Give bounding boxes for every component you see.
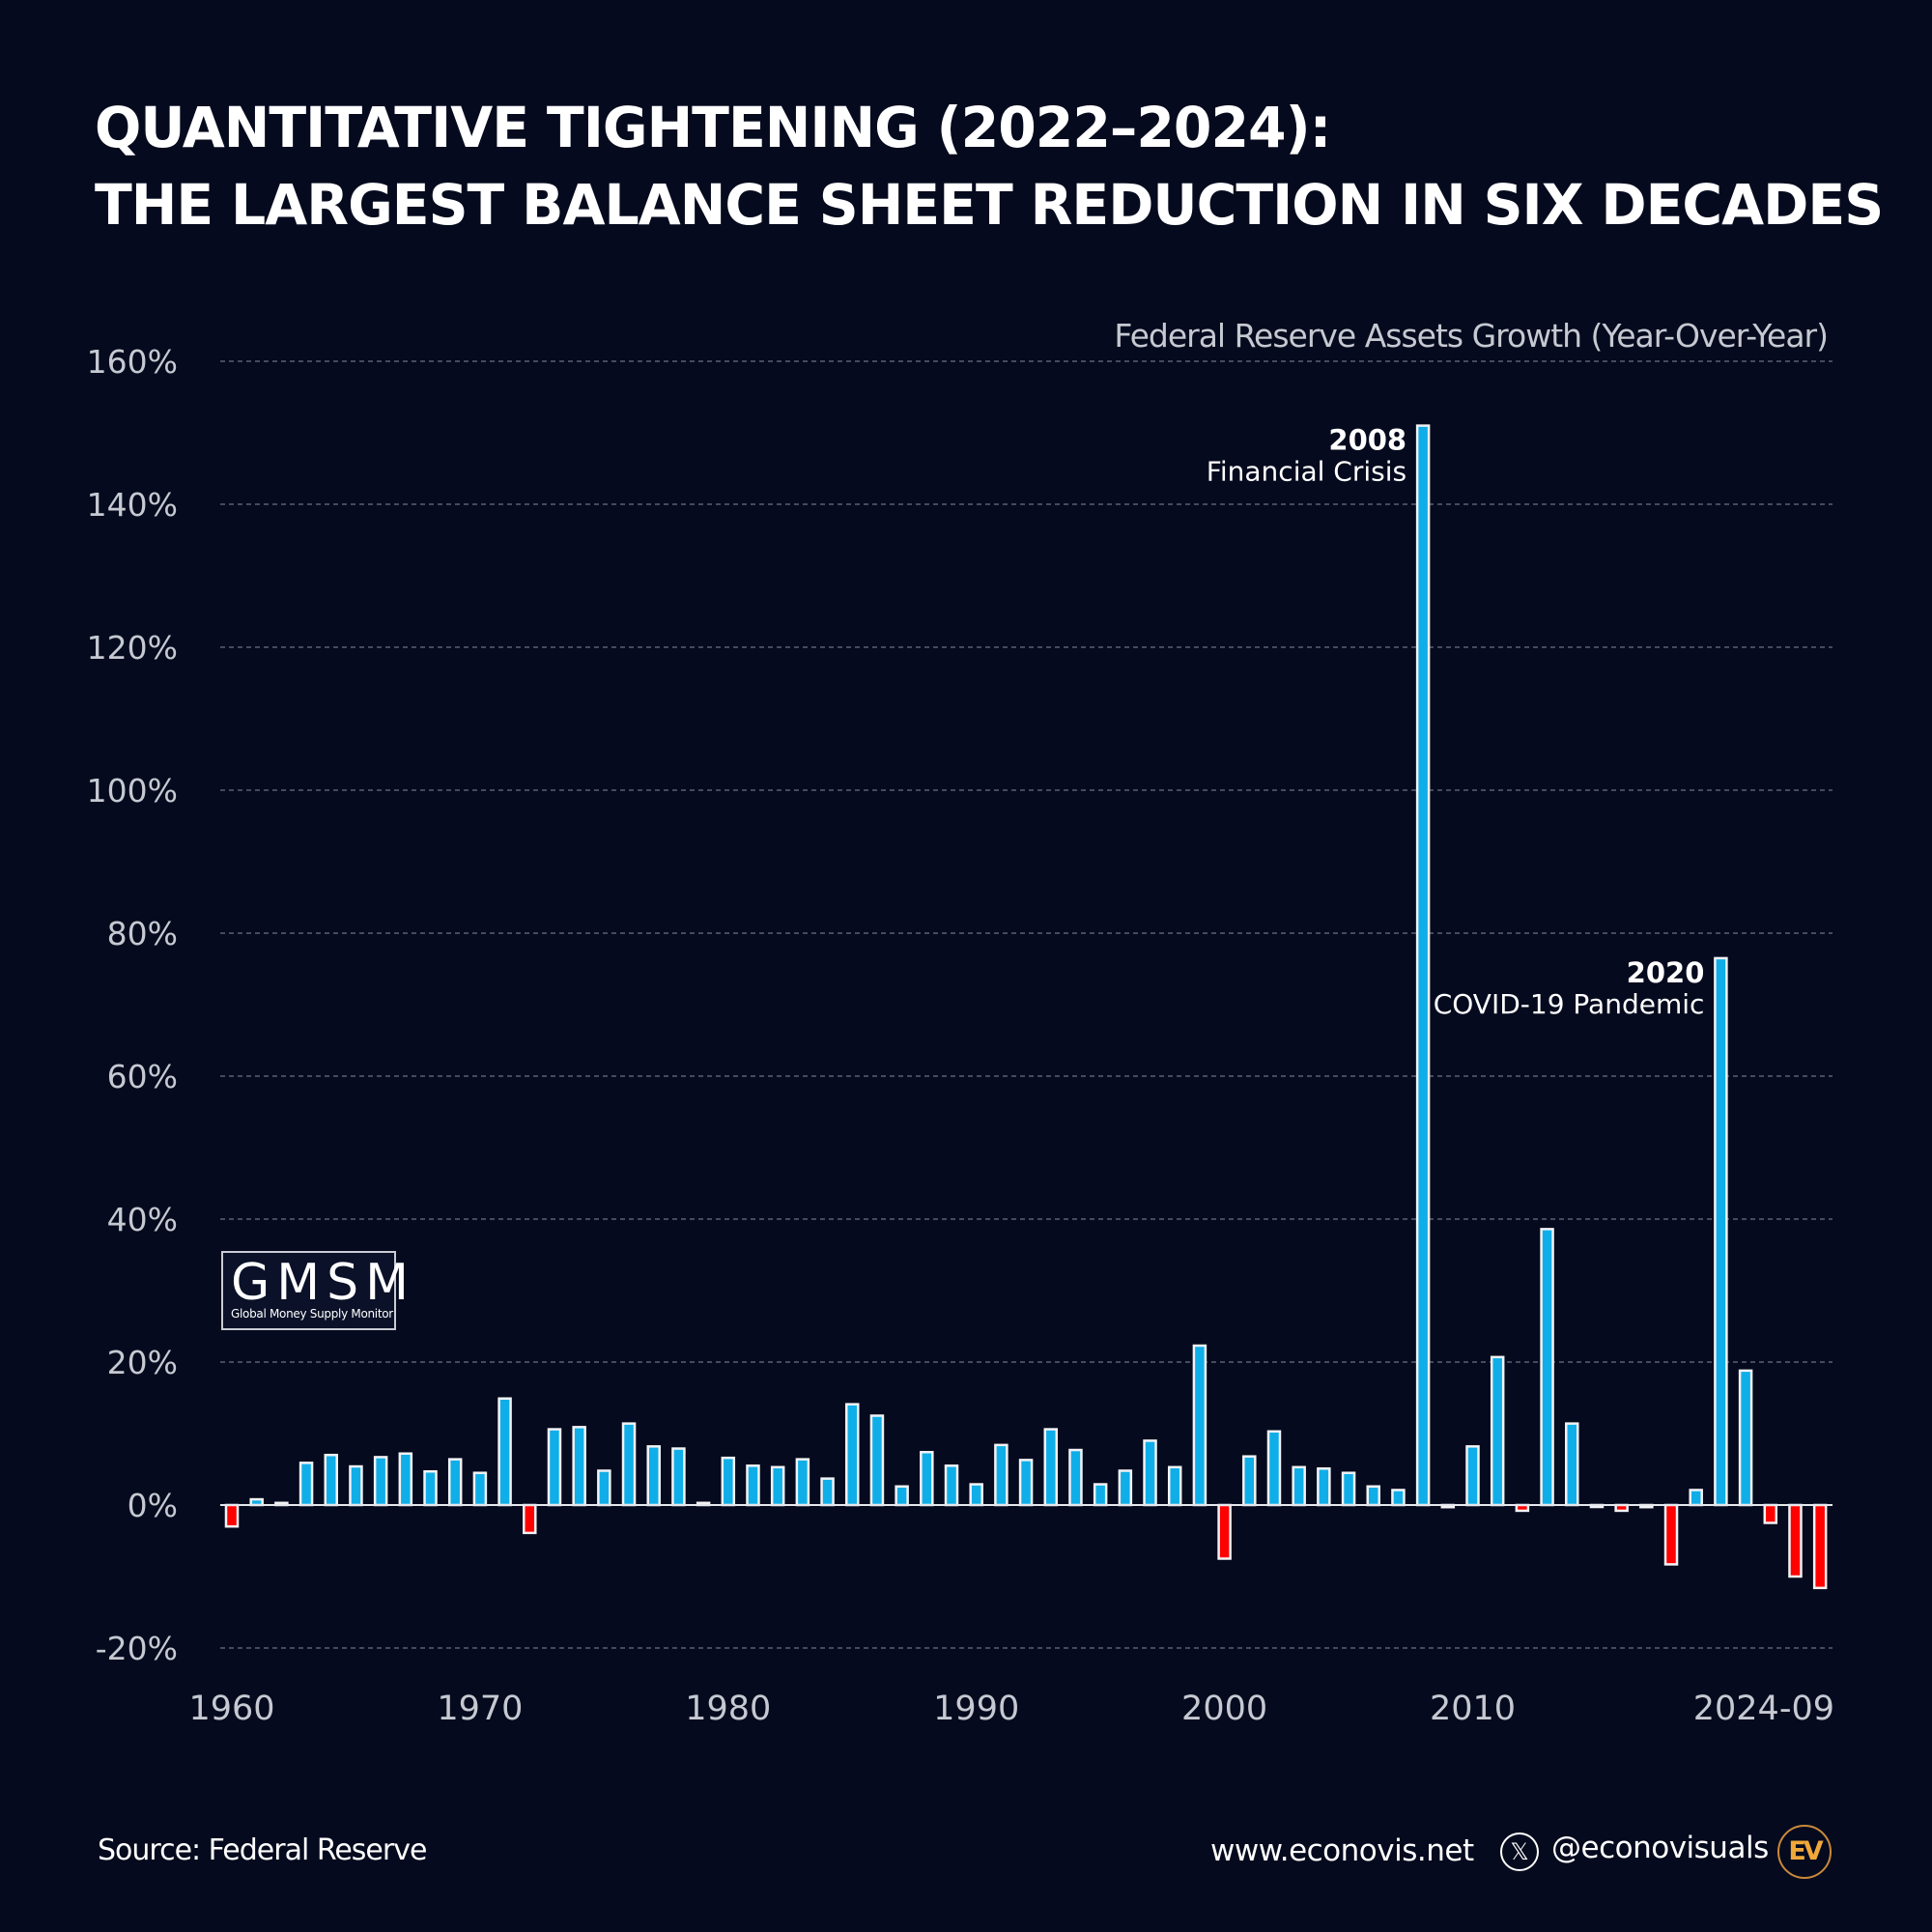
- bar-2003: [1292, 1465, 1306, 1507]
- bar-1960: [224, 1503, 240, 1528]
- x-logo-icon[interactable]: 𝕏: [1500, 1833, 1539, 1871]
- bar-1969: [447, 1458, 463, 1507]
- x-tick-label: 2024-09: [1693, 1690, 1834, 1728]
- x-tick-label: 1980: [685, 1690, 771, 1728]
- bar-1980: [721, 1456, 736, 1507]
- chart-title-line-2: THE LARGEST BALANCE SHEET REDUCTION IN S…: [95, 172, 1884, 238]
- y-tick-label: 60%: [107, 1058, 178, 1095]
- bar-1970: [472, 1471, 488, 1507]
- x-tick-label: 1960: [188, 1690, 274, 1728]
- x-tick-label: 2010: [1430, 1690, 1516, 1728]
- bar-2019: [1689, 1489, 1703, 1507]
- bar-1973: [547, 1428, 562, 1507]
- y-tick-label: 140%: [87, 486, 178, 524]
- bar-2014: [1565, 1422, 1579, 1507]
- bar-1976: [621, 1422, 637, 1507]
- bar-1984: [820, 1477, 835, 1507]
- bar-1978: [671, 1447, 686, 1507]
- bar-2006: [1366, 1485, 1380, 1507]
- gmsm-logo-subtext: Global Money Supply Monitor: [231, 1307, 393, 1321]
- bar-1963: [298, 1462, 314, 1507]
- bar-1996: [1118, 1469, 1133, 1507]
- chart-subtitle: Federal Reserve Assets Growth (Year-Over…: [1114, 317, 1829, 355]
- bar-1993: [1043, 1428, 1059, 1507]
- bar-1981: [746, 1464, 760, 1507]
- x-tick-label: 1970: [437, 1690, 523, 1728]
- bar-1992: [1018, 1459, 1034, 1507]
- gmsm-logo: GMSM Global Money Supply Monitor: [221, 1251, 409, 1330]
- social-handle[interactable]: @econovisuals: [1551, 1831, 1769, 1865]
- bar-1991: [994, 1443, 1009, 1507]
- bar-1998: [1167, 1465, 1182, 1507]
- chart-title: QUANTITATIVE TIGHTENING (2022–2024): THE…: [95, 89, 1884, 243]
- bar-1968: [423, 1469, 438, 1507]
- bar-1989: [944, 1464, 959, 1507]
- bar-1972: [523, 1503, 537, 1535]
- gridlines: [220, 360, 1833, 1649]
- y-tick-label: 20%: [107, 1344, 178, 1381]
- bars: [224, 424, 1828, 1590]
- bar-1995: [1093, 1483, 1108, 1507]
- website-link[interactable]: www.econovis.net: [1210, 1833, 1474, 1868]
- bar-1967: [398, 1452, 413, 1507]
- bar-2022: [1763, 1503, 1778, 1524]
- bar-2011: [1490, 1355, 1505, 1507]
- y-tick-label: -20%: [96, 1630, 178, 1667]
- bar-2007: [1391, 1489, 1406, 1507]
- chart-title-line-1: QUANTITATIVE TIGHTENING (2022–2024):: [95, 95, 1331, 160]
- bar-1974: [572, 1426, 586, 1507]
- bar-1964: [324, 1453, 339, 1507]
- x-tick-label: 2000: [1181, 1690, 1267, 1728]
- bar-1986: [869, 1414, 885, 1507]
- y-tick-label: 0%: [128, 1487, 178, 1524]
- annotation-year: 2008: [1328, 424, 1406, 457]
- bar-1988: [920, 1450, 934, 1507]
- bar-2020: [1714, 956, 1728, 1507]
- bar-1966: [373, 1456, 388, 1507]
- bar-2023: [1788, 1503, 1803, 1578]
- y-tick-label: 160%: [87, 343, 178, 381]
- bar-2013: [1540, 1228, 1554, 1507]
- annotation-text: Financial Crisis: [1207, 456, 1406, 488]
- bar-2021: [1738, 1369, 1753, 1507]
- bar-2010: [1465, 1445, 1480, 1507]
- bar-1997: [1143, 1439, 1157, 1507]
- x-tick-label: 1990: [933, 1690, 1019, 1728]
- bar-1982: [770, 1465, 785, 1507]
- y-tick-label: 80%: [107, 915, 178, 952]
- bar-1990: [969, 1483, 983, 1507]
- bar-1965: [349, 1464, 363, 1507]
- source-note: Source: Federal Reserve: [98, 1833, 427, 1867]
- bar-1999: [1192, 1344, 1208, 1507]
- x-axis-labels: 1960 1970 1980 1990 2000 2010 2024-09: [188, 1690, 1834, 1728]
- bar-2002: [1266, 1430, 1282, 1507]
- bar-1971: [497, 1397, 512, 1507]
- bar-2001: [1242, 1455, 1257, 1507]
- bar-1983: [795, 1458, 810, 1507]
- bar-1987: [895, 1485, 909, 1507]
- bar-2008: [1415, 424, 1431, 1507]
- gmsm-logo-text: GMSM: [231, 1254, 416, 1312]
- y-tick-label: 40%: [107, 1201, 178, 1238]
- annotation-text: COVID-19 Pandemic: [1434, 988, 1705, 1020]
- y-tick-label: 120%: [87, 629, 178, 667]
- bar-2000: [1217, 1503, 1232, 1560]
- y-axis-labels: -20% 0% 20% 40% 60% 80% 100% 120% 140% 160%: [87, 343, 178, 1667]
- bar-2018: [1663, 1503, 1679, 1566]
- bar-2004: [1317, 1467, 1331, 1507]
- y-tick-label: 100%: [87, 772, 178, 810]
- bar-1975: [597, 1469, 611, 1507]
- bar-1985: [845, 1403, 860, 1507]
- bar-1994: [1068, 1448, 1083, 1507]
- bar-2024: [1812, 1503, 1828, 1590]
- bar-1977: [646, 1445, 661, 1507]
- annotation-year: 2020: [1627, 956, 1705, 989]
- ev-brand-logo: EV: [1777, 1825, 1832, 1879]
- bar-2005: [1341, 1471, 1356, 1507]
